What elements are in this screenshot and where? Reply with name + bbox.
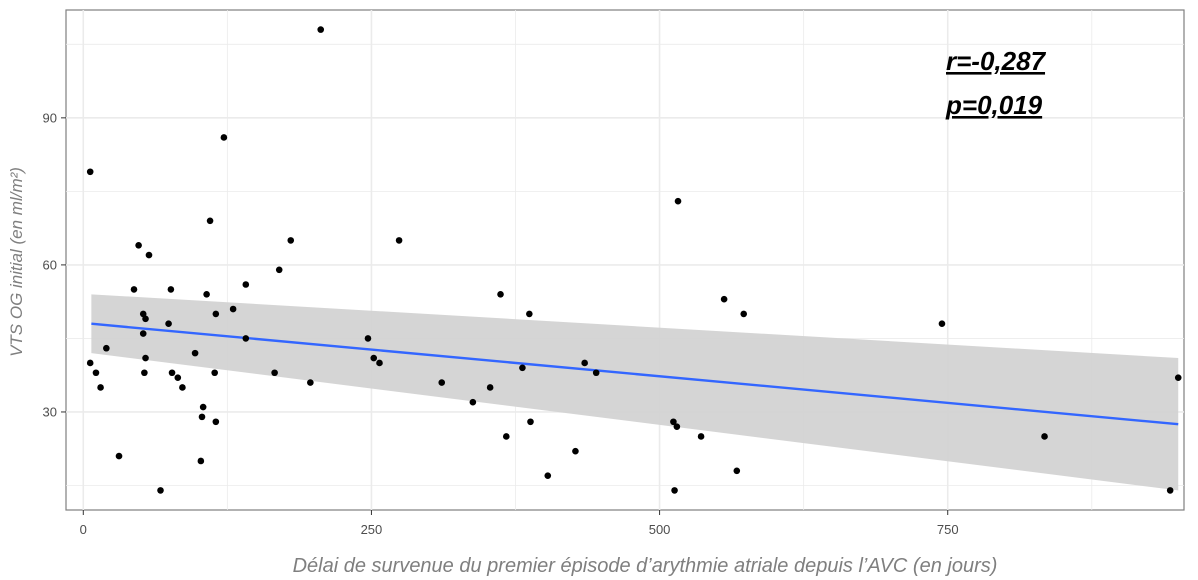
data-point (544, 472, 552, 479)
x-tick-label: 250 (361, 522, 383, 537)
confidence-band-group (91, 294, 1179, 491)
data-point (97, 384, 104, 391)
data-point (469, 398, 477, 406)
data-point (179, 384, 186, 391)
data-point (229, 305, 237, 313)
regression-line (91, 322, 1179, 426)
data-point (519, 364, 526, 372)
data-point (211, 369, 218, 377)
data-point (671, 487, 678, 494)
data-point (206, 217, 214, 225)
data-point (242, 335, 250, 342)
data-point (720, 295, 728, 303)
y-axis-title: VTS OG initial (en ml/m²) (7, 167, 26, 357)
data-point (1174, 374, 1182, 381)
y-tick-label: 60 (43, 257, 57, 272)
data-point (197, 457, 205, 465)
data-point (592, 369, 600, 377)
data-point (199, 403, 207, 411)
data-point (168, 369, 176, 377)
data-point (139, 310, 147, 318)
data-point (581, 359, 588, 367)
data-point (674, 197, 682, 205)
data-point (697, 433, 705, 440)
data-point (86, 168, 94, 176)
data-point (364, 335, 372, 342)
data-point (572, 447, 579, 455)
data-point (220, 134, 228, 141)
data-point (376, 359, 383, 367)
data-point (142, 315, 149, 323)
data-point (1041, 433, 1048, 440)
y-axis-ticks: 30 60 90 (43, 110, 66, 419)
data-point (203, 291, 210, 298)
data-point (307, 379, 314, 386)
data-point (174, 374, 182, 381)
grid-lines (66, 10, 1184, 510)
data-point (139, 330, 147, 337)
data-point (142, 354, 149, 362)
data-point (86, 359, 94, 367)
data-point (502, 433, 510, 440)
data-point (673, 423, 681, 430)
data-point (438, 379, 446, 386)
data-point (141, 369, 148, 377)
data-point (526, 310, 533, 318)
data-point (395, 237, 403, 244)
x-axis-title: Délai de survenue du premier épisode d’a… (293, 555, 998, 577)
data-point (317, 26, 325, 33)
data-point (103, 344, 110, 352)
data-point (271, 369, 278, 377)
data-point (527, 418, 534, 426)
data-point (497, 291, 504, 298)
data-point (145, 251, 153, 259)
data-point (115, 452, 123, 460)
data-point (130, 286, 138, 293)
correlation-annotation: r=-0,287 (946, 46, 1047, 76)
data-point (486, 384, 494, 391)
data-point (670, 418, 677, 426)
x-tick-label: 0 (80, 522, 87, 537)
data-point (191, 349, 199, 357)
data-point (287, 237, 295, 244)
data-point (92, 369, 100, 377)
data-point (733, 467, 741, 475)
data-point (198, 413, 206, 421)
x-tick-label: 750 (937, 522, 959, 537)
data-point (740, 310, 748, 318)
data-point (157, 487, 164, 494)
data-point (242, 281, 250, 288)
data-point (938, 320, 946, 328)
data-point (275, 266, 283, 274)
confidence-band (91, 294, 1179, 491)
x-axis-ticks: 0 250 500 750 (80, 510, 959, 537)
data-points (86, 26, 1182, 494)
x-tick-label: 500 (649, 522, 671, 537)
data-point (212, 310, 220, 318)
data-point (212, 418, 220, 426)
data-point (135, 241, 142, 249)
data-point (167, 286, 175, 293)
y-tick-label: 90 (43, 110, 57, 125)
data-point (370, 354, 378, 362)
data-point (1166, 487, 1174, 494)
data-point (165, 320, 172, 328)
p-value-annotation: p=0,019 (945, 90, 1043, 120)
y-tick-label: 30 (43, 404, 57, 419)
